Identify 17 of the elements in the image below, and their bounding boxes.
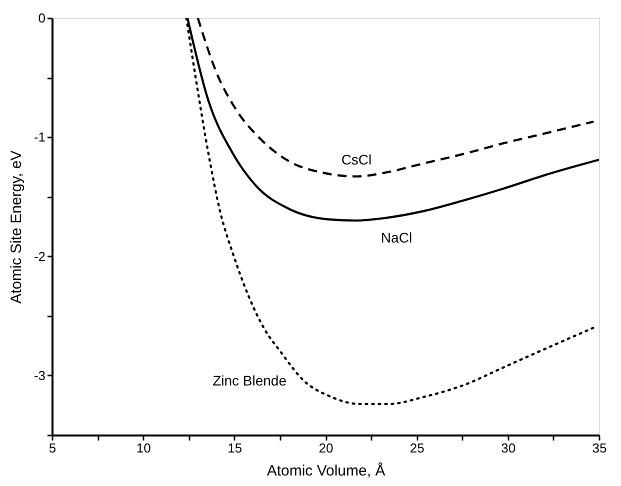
- x-axis-title: Atomic Volume, Å: [266, 462, 386, 480]
- x-tick-label: 15: [228, 440, 242, 456]
- series-label: CsCl: [341, 151, 372, 168]
- x-tick-label: 5: [48, 440, 56, 456]
- series-label: Zinc Blende: [212, 372, 287, 388]
- series-label: NaCl: [380, 230, 412, 246]
- y-tick-label: -2: [34, 248, 46, 264]
- y-tick-label: 0: [38, 10, 46, 26]
- y-axis-title: Atomic Site Energy, eV: [8, 150, 25, 304]
- x-tick-label: 10: [136, 440, 151, 456]
- x-tick-label: 35: [592, 440, 607, 456]
- y-tick-label: -3: [34, 368, 46, 383]
- x-tick-label: 30: [501, 440, 516, 456]
- x-tick-label: 20: [318, 440, 334, 456]
- y-tick-label: -1: [34, 130, 46, 145]
- line-series: [196, 18, 595, 178]
- x-tick-label: 25: [410, 440, 424, 456]
